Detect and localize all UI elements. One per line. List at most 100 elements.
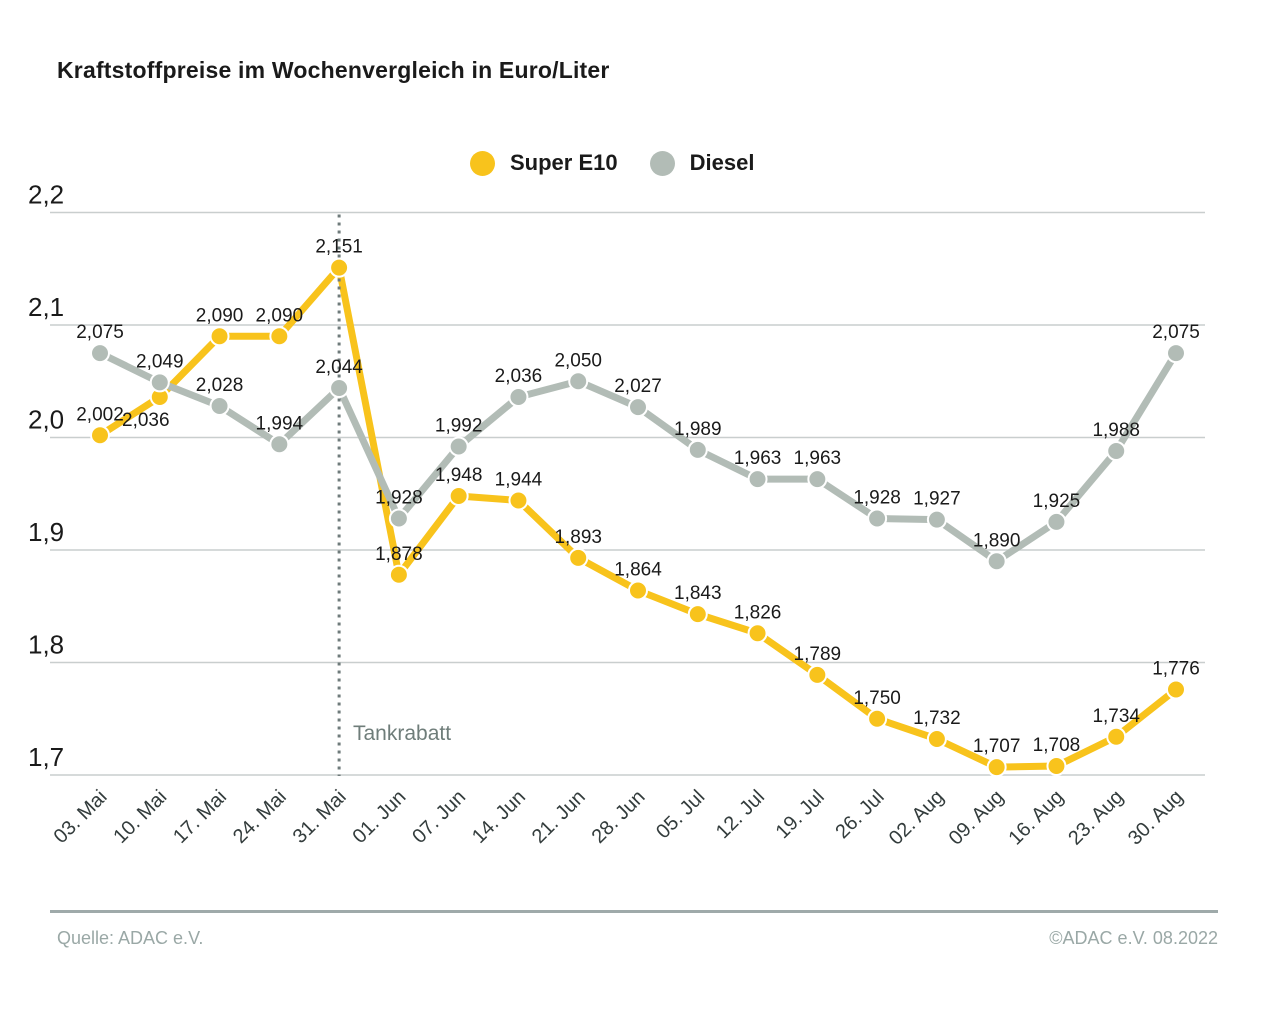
data-point-label: 1,707 xyxy=(973,736,1021,757)
data-point-diesel xyxy=(1106,441,1127,461)
x-axis-tick-label: 21. Jun xyxy=(528,786,590,848)
data-point-label: 2,151 xyxy=(315,237,363,258)
data-point-label: 2,027 xyxy=(614,376,662,397)
chart-legend: Super E10 Diesel xyxy=(470,150,754,176)
data-point-label: 1,928 xyxy=(853,488,901,509)
legend-label-super-e10: Super E10 xyxy=(510,150,618,175)
data-point-label: 2,050 xyxy=(554,350,602,371)
data-point-label: 1,750 xyxy=(853,688,901,709)
data-point-label: 1,925 xyxy=(1033,491,1081,512)
x-axis-tick-label: 16. Aug xyxy=(1004,786,1068,850)
x-axis-tick-label: 02. Aug xyxy=(885,786,949,850)
data-point-diesel xyxy=(747,469,768,490)
data-point-label: 1,948 xyxy=(435,465,483,486)
x-axis-tick-label: 24. Mai xyxy=(229,786,291,848)
data-point-diesel xyxy=(388,508,409,529)
data-point-label: 2,075 xyxy=(76,322,124,343)
series-line-super-e10 xyxy=(96,264,1180,771)
data-point-label: 1,963 xyxy=(734,448,782,469)
data-point-label: 2,036 xyxy=(122,410,170,431)
x-axis-tick-label: 05. Jul xyxy=(652,786,709,843)
data-point-label: 2,028 xyxy=(196,375,244,396)
data-point-label: 1,864 xyxy=(614,560,662,581)
data-point-label: 2,002 xyxy=(76,404,124,425)
super-e10-dot-icon xyxy=(470,150,495,176)
data-point-diesel xyxy=(687,439,708,460)
data-point-label: 2,049 xyxy=(136,351,184,372)
x-axis-tick-label: 10. Mai xyxy=(109,786,171,848)
data-point-label: 1,944 xyxy=(495,470,543,491)
footer-divider xyxy=(50,910,1218,913)
data-point-diesel xyxy=(508,387,529,407)
data-point-label: 1,890 xyxy=(973,530,1021,551)
x-axis-tick-label: 19. Jul xyxy=(772,786,829,843)
data-point-diesel xyxy=(329,378,350,398)
data-point-diesel xyxy=(1166,343,1186,364)
data-point-label: 1,843 xyxy=(674,583,722,604)
data-point-super-e10 xyxy=(1106,726,1127,747)
data-point-label: 1,789 xyxy=(794,644,842,665)
data-point-super-e10 xyxy=(269,326,290,347)
data-point-diesel xyxy=(90,343,110,364)
copyright-text: ©ADAC e.V. 08.2022 xyxy=(1049,928,1218,948)
y-axis-tick-label: 2,1 xyxy=(28,292,64,322)
data-point-super-e10 xyxy=(568,547,589,568)
data-point-super-e10 xyxy=(1166,679,1186,700)
data-point-label: 1,927 xyxy=(913,489,961,510)
data-point-label: 1,928 xyxy=(375,488,423,509)
x-axis-tick-label: 23. Aug xyxy=(1064,786,1128,850)
data-point-super-e10 xyxy=(209,326,230,347)
data-point-label: 1,734 xyxy=(1092,706,1140,727)
x-axis-tick-label: 14. Jun xyxy=(468,786,530,848)
x-axis-tick-label: 26. Jul xyxy=(831,786,888,843)
data-point-diesel xyxy=(209,396,230,416)
data-point-label: 1,963 xyxy=(794,448,842,469)
y-axis-tick-label: 1,7 xyxy=(28,742,64,772)
x-axis-tick-label: 30. Aug xyxy=(1124,786,1188,850)
data-point-label: 1,708 xyxy=(1033,735,1081,756)
data-point-super-e10 xyxy=(867,708,888,729)
diesel-dot-icon xyxy=(649,150,675,176)
legend-label-diesel: Diesel xyxy=(689,150,755,175)
data-point-super-e10 xyxy=(687,604,708,625)
data-point-label: 1,988 xyxy=(1092,420,1140,441)
x-axis-tick-label: 28. Jun xyxy=(588,786,650,848)
data-point-label: 2,075 xyxy=(1152,322,1200,343)
data-point-super-e10 xyxy=(628,580,648,601)
data-point-diesel xyxy=(986,551,1007,572)
data-point-label: 2,044 xyxy=(315,357,363,378)
x-axis-tick-label: 01. Jun xyxy=(348,786,410,848)
data-point-super-e10 xyxy=(388,564,409,585)
data-point-super-e10 xyxy=(448,486,469,506)
data-point-super-e10 xyxy=(508,490,529,511)
legend-item-diesel: Diesel xyxy=(649,150,755,176)
y-axis-tick-label: 2,2 xyxy=(28,180,64,210)
data-point-label: 1,994 xyxy=(256,413,304,434)
y-axis-tick-label: 1,9 xyxy=(28,517,64,547)
x-axis-tick-label: 09. Aug xyxy=(945,786,1009,850)
data-point-label: 1,732 xyxy=(913,708,961,729)
data-point-label: 1,893 xyxy=(554,527,602,548)
data-point-label: 2,036 xyxy=(495,366,543,387)
chart-title: Kraftstoffpreise im Wochenvergleich in E… xyxy=(57,57,610,83)
data-point-super-e10 xyxy=(747,623,768,644)
data-point-diesel xyxy=(807,469,828,490)
data-point-diesel xyxy=(926,509,947,530)
data-point-diesel xyxy=(628,397,648,418)
data-point-diesel xyxy=(1046,511,1067,532)
data-point-super-e10 xyxy=(90,425,110,446)
x-axis-tick-label: 12. Jul xyxy=(712,786,769,843)
x-axis-tick-label: 31. Mai xyxy=(289,786,351,848)
data-point-super-e10 xyxy=(1046,756,1067,776)
data-point-super-e10 xyxy=(329,257,350,278)
data-point-label: 1,826 xyxy=(734,602,782,623)
data-point-label: 1,992 xyxy=(435,416,483,437)
x-axis-tick-label: 03. Mai xyxy=(50,786,112,848)
tankrabatt-annotation: Tankrabatt xyxy=(353,722,452,745)
data-point-label: 2,090 xyxy=(196,305,244,326)
data-point-diesel xyxy=(568,371,589,392)
data-point-super-e10 xyxy=(926,729,947,749)
y-axis-tick-label: 2,0 xyxy=(28,405,64,435)
